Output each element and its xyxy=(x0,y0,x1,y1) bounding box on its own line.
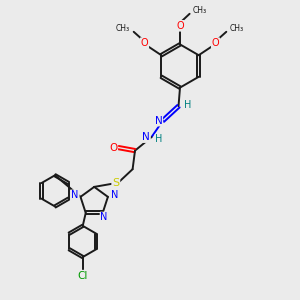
Text: CH₃: CH₃ xyxy=(193,6,207,15)
Text: N: N xyxy=(142,132,150,142)
Text: O: O xyxy=(109,142,117,153)
Text: N: N xyxy=(100,212,108,222)
Text: N: N xyxy=(71,190,79,200)
Text: Cl: Cl xyxy=(77,271,88,281)
Text: N: N xyxy=(154,116,162,126)
Text: O: O xyxy=(212,38,219,48)
Text: N: N xyxy=(111,190,118,200)
Text: O: O xyxy=(141,38,148,48)
Text: O: O xyxy=(176,21,184,31)
Text: CH₃: CH₃ xyxy=(116,24,130,33)
Text: S: S xyxy=(112,178,119,188)
Text: H: H xyxy=(184,100,192,110)
Text: CH₃: CH₃ xyxy=(230,24,244,33)
Text: H: H xyxy=(155,134,163,145)
